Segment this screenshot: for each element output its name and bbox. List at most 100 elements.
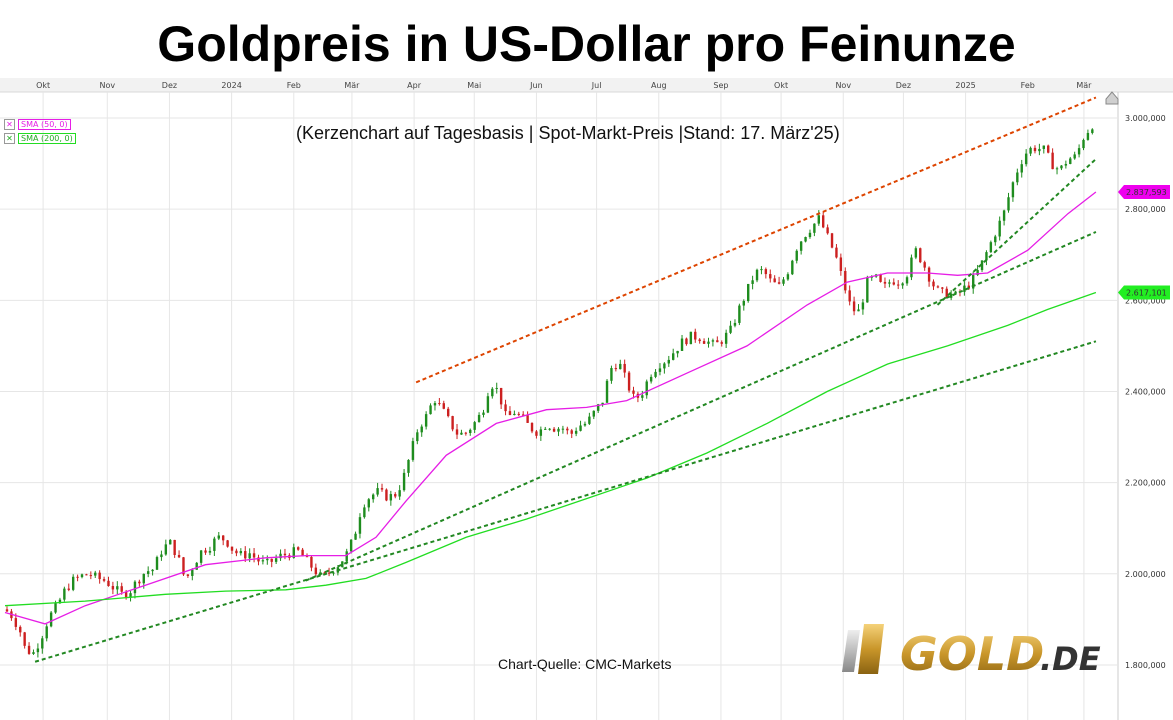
y-tick-label: 2.400,000 <box>1125 387 1166 396</box>
candle-body <box>910 257 913 278</box>
candle-body <box>473 422 476 430</box>
candle-body <box>632 390 635 394</box>
candle-body <box>332 572 335 574</box>
candle-body <box>155 557 159 570</box>
candle-body <box>376 488 379 495</box>
gold-de-logo: GOLD .DE <box>842 624 1101 678</box>
candle-body <box>45 626 48 639</box>
candle-body <box>1042 145 1045 149</box>
candle-body <box>897 284 900 286</box>
candle-body <box>985 252 988 261</box>
candle-body <box>1038 148 1041 152</box>
legend-sma-50[interactable]: ✕ SMA (50, 0) <box>4 119 71 131</box>
candle-body <box>866 277 869 303</box>
candle-body <box>1011 182 1015 198</box>
candle-body <box>116 586 119 590</box>
candle-body <box>63 588 66 600</box>
candle-body <box>327 572 331 574</box>
candle-body <box>248 553 251 559</box>
candle-body <box>742 301 745 306</box>
x-tick-label: Dez <box>896 81 911 90</box>
trend-line <box>415 96 1097 384</box>
candle-body <box>844 270 847 291</box>
legend-sma-200[interactable]: ✕ SMA (200, 0) <box>4 133 76 145</box>
y-tick-label: 2.800,000 <box>1125 205 1166 214</box>
x-tick-label: Mai <box>467 81 481 90</box>
candle-body <box>1060 165 1063 169</box>
close-icon[interactable]: ✕ <box>4 119 15 130</box>
candle-body <box>1086 132 1090 140</box>
svg-text:.DE: .DE <box>1040 640 1101 678</box>
candle-body <box>138 581 141 584</box>
candle-body <box>539 429 543 436</box>
candle-body <box>733 322 737 326</box>
candle-body <box>411 441 415 460</box>
candle-body <box>799 241 803 251</box>
candle-body <box>672 353 675 360</box>
x-tick-label: Dez <box>162 81 177 90</box>
candle-body <box>967 285 970 289</box>
candle-body <box>513 413 516 416</box>
candle-body <box>963 285 966 292</box>
legend-label: SMA (200, 0) <box>18 133 76 144</box>
y-tick-label: 2.200,000 <box>1125 479 1166 488</box>
candle-body <box>619 363 622 370</box>
candle-body <box>416 432 419 442</box>
candle-body <box>835 247 838 258</box>
x-tick-label: Feb <box>287 81 301 90</box>
candle-body <box>557 428 560 432</box>
candle-body <box>738 305 741 323</box>
candle-body <box>769 274 772 279</box>
candle-body <box>1033 147 1037 152</box>
candle-body <box>71 576 75 590</box>
candle-body <box>252 553 256 558</box>
candle-body <box>279 553 282 559</box>
candle-body <box>976 270 979 276</box>
candle-body <box>676 350 679 354</box>
candle-body <box>296 547 300 550</box>
candle-body <box>972 275 975 289</box>
candle-body <box>420 426 423 433</box>
chart-subtitle: (Kerzenchart auf Tagesbasis | Spot-Markt… <box>296 123 840 143</box>
close-icon[interactable]: ✕ <box>4 133 15 144</box>
x-tick-label: Okt <box>36 81 50 90</box>
scroll-home-icon[interactable] <box>1105 91 1119 105</box>
candle-body <box>892 282 895 285</box>
candle-body <box>919 248 922 263</box>
candle-body <box>199 550 203 563</box>
candle-body <box>14 618 18 627</box>
candle-body <box>544 428 547 430</box>
trend-line <box>34 340 1097 663</box>
legend-label: SMA (50, 0) <box>18 119 71 130</box>
candle-body <box>927 267 931 282</box>
candle-body <box>654 371 657 377</box>
candle-body <box>954 291 957 294</box>
candle-body <box>526 415 529 423</box>
x-tick-label: Okt <box>774 81 788 90</box>
candle-body <box>698 339 701 342</box>
candle-body <box>186 574 190 576</box>
candle-body <box>98 572 101 580</box>
candle-body <box>451 416 454 430</box>
candle-body <box>530 422 534 432</box>
candle-body <box>879 274 882 282</box>
candle-body <box>998 220 1001 237</box>
candle-body <box>795 250 798 261</box>
candle-body <box>989 242 993 253</box>
candle-body <box>649 376 653 382</box>
candle-body <box>27 645 31 654</box>
candle-body <box>94 572 97 576</box>
y-tick-label: 2.000,000 <box>1125 570 1166 579</box>
candle-body <box>579 425 582 431</box>
candle-body <box>583 423 587 426</box>
candle-body <box>574 430 578 434</box>
candle-body <box>177 554 181 558</box>
candle-body <box>358 517 362 534</box>
candle-body <box>711 340 715 342</box>
x-tick-label: Mär <box>1076 81 1092 90</box>
candle-body <box>499 387 503 405</box>
candle-body <box>1024 153 1028 165</box>
price-tag-label: 2.617,101 <box>1126 289 1167 298</box>
y-tick-label: 1.800,000 <box>1125 661 1166 670</box>
candlestick-chart[interactable]: Okt Nov Dez 2024 Feb Mär Apr Mai Jun Jul Aug Sep Okt… <box>0 78 1173 720</box>
